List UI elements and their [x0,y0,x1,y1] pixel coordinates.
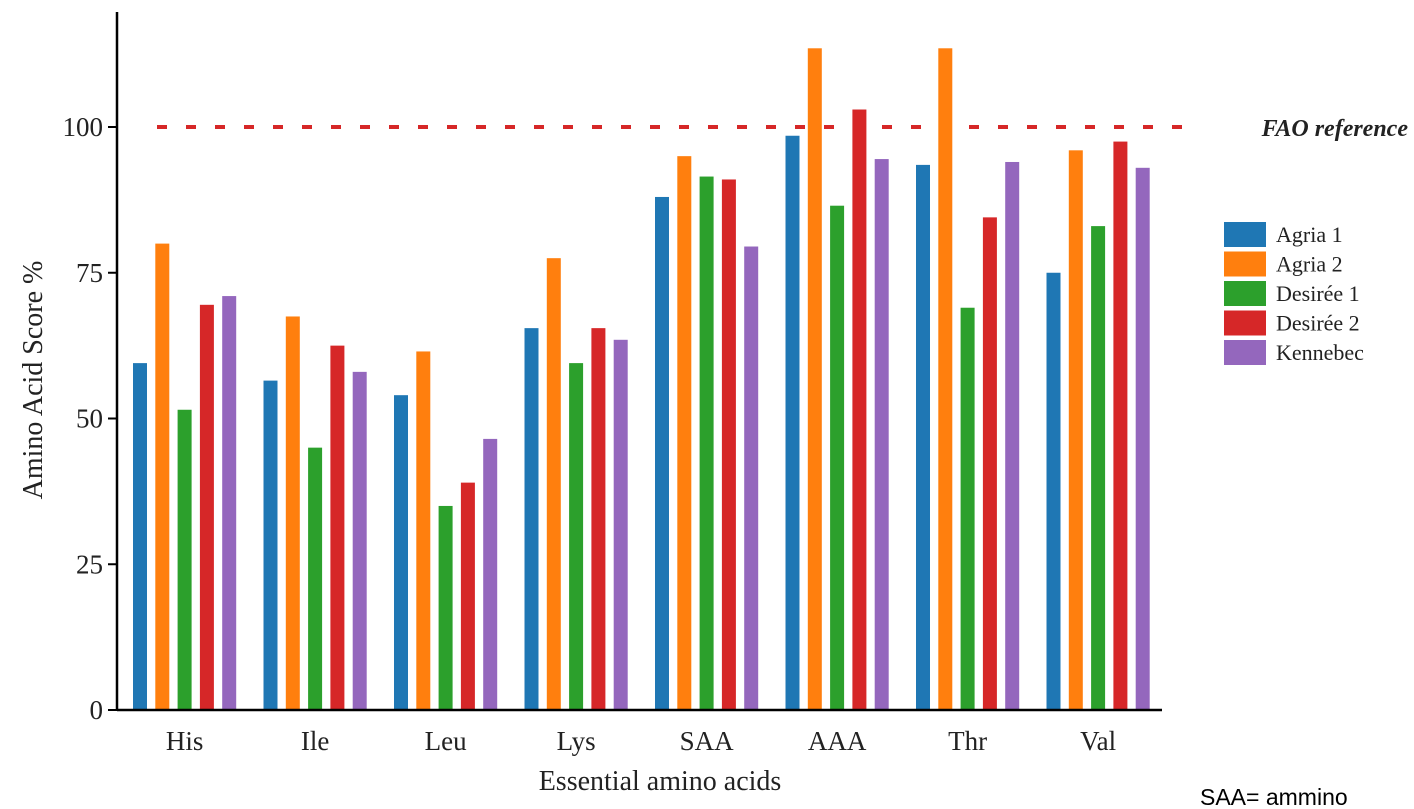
footnote-text: SAA= ammino [1200,784,1348,809]
y-tick-label: 100 [63,112,104,142]
x-category-label: Val [1080,726,1116,756]
x-category-label: SAA [680,726,735,756]
y-axis-title: Amino Acid Score % [18,261,49,500]
x-category-label: His [166,726,204,756]
bar-saa-series-5 [744,246,759,710]
bar-thr-series-4 [982,217,997,711]
bar-aaa-series-2 [807,48,822,711]
legend-swatch [1224,340,1266,365]
bar-his-series-4 [199,304,214,710]
bar-leu-series-4 [460,482,475,710]
bar-lys-series-2 [546,258,561,710]
legend-swatch [1224,281,1266,306]
y-tick-label: 50 [76,404,103,434]
bar-aaa-series-1 [785,135,800,710]
y-tick-label: 75 [76,258,103,288]
x-labels-layer: His Ile Leu Lys SAA AAA Thr Val [166,726,1116,756]
legend-label: Agria 1 [1276,222,1343,247]
bar-val-series-1 [1046,272,1061,710]
legend-label: Kennebec [1276,340,1364,365]
bar-ile-series-1 [263,380,278,710]
bar-val-series-4 [1113,141,1128,710]
bar-aaa-series-4 [852,109,867,710]
y-tick-label: 0 [90,695,104,725]
bar-ile-series-3 [308,447,323,710]
bar-thr-series-2 [938,48,953,711]
bar-thr-series-3 [960,307,975,710]
bar-his-series-2 [155,243,170,710]
bar-ile-series-2 [285,316,300,710]
legend-swatch [1224,251,1266,277]
legend-label: Agria 2 [1276,252,1343,277]
bar-ile-series-5 [352,371,367,710]
bar-his-series-5 [222,296,237,710]
bar-saa-series-1 [655,196,669,710]
bar-leu-series-5 [483,438,498,710]
bar-leu-series-2 [416,351,431,710]
bar-val-series-5 [1135,167,1150,710]
bar-val-series-2 [1068,150,1083,710]
bar-lys-series-1 [524,328,539,710]
bar-aaa-series-5 [874,159,889,710]
legend-label: Desirée 1 [1276,281,1360,306]
bar-thr-series-5 [1005,161,1020,711]
bars-layer [133,48,1150,711]
bar-saa-series-3 [699,176,714,710]
bar-saa-series-2 [677,156,692,710]
bar-lys-series-4 [591,328,606,710]
bar-aaa-series-3 [830,205,845,710]
x-category-label: AAA [808,726,867,756]
bar-his-series-3 [177,409,192,710]
legend-label: Desirée 2 [1276,311,1360,336]
bar-val-series-3 [1091,226,1106,711]
x-category-label: Lys [557,726,596,756]
legend-swatch [1224,222,1266,247]
axes-layer [115,12,1162,712]
x-axis-title: Essential amino acids [539,766,782,797]
x-category-label: Ile [301,726,329,756]
y-ticks-layer: 0 25 50 75 100 [63,112,117,725]
y-tick-label: 25 [76,549,103,579]
bar-leu-series-3 [438,505,453,710]
x-category-label: Thr [948,726,987,756]
fao-reference-label: FAO reference [1261,116,1409,142]
legend: Agria 1 Agria 2 Desirée 1 Desirée 2 Kennebec [1224,222,1364,365]
bar-lys-series-5 [613,339,628,710]
bar-his-series-1 [133,363,147,710]
x-category-label: Leu [425,726,467,756]
bar-saa-series-4 [721,179,736,711]
bar-leu-series-1 [394,395,408,710]
legend-swatch [1224,310,1266,336]
bar-thr-series-1 [916,164,930,710]
bar-lys-series-3 [569,363,584,710]
bar-ile-series-4 [330,345,345,710]
